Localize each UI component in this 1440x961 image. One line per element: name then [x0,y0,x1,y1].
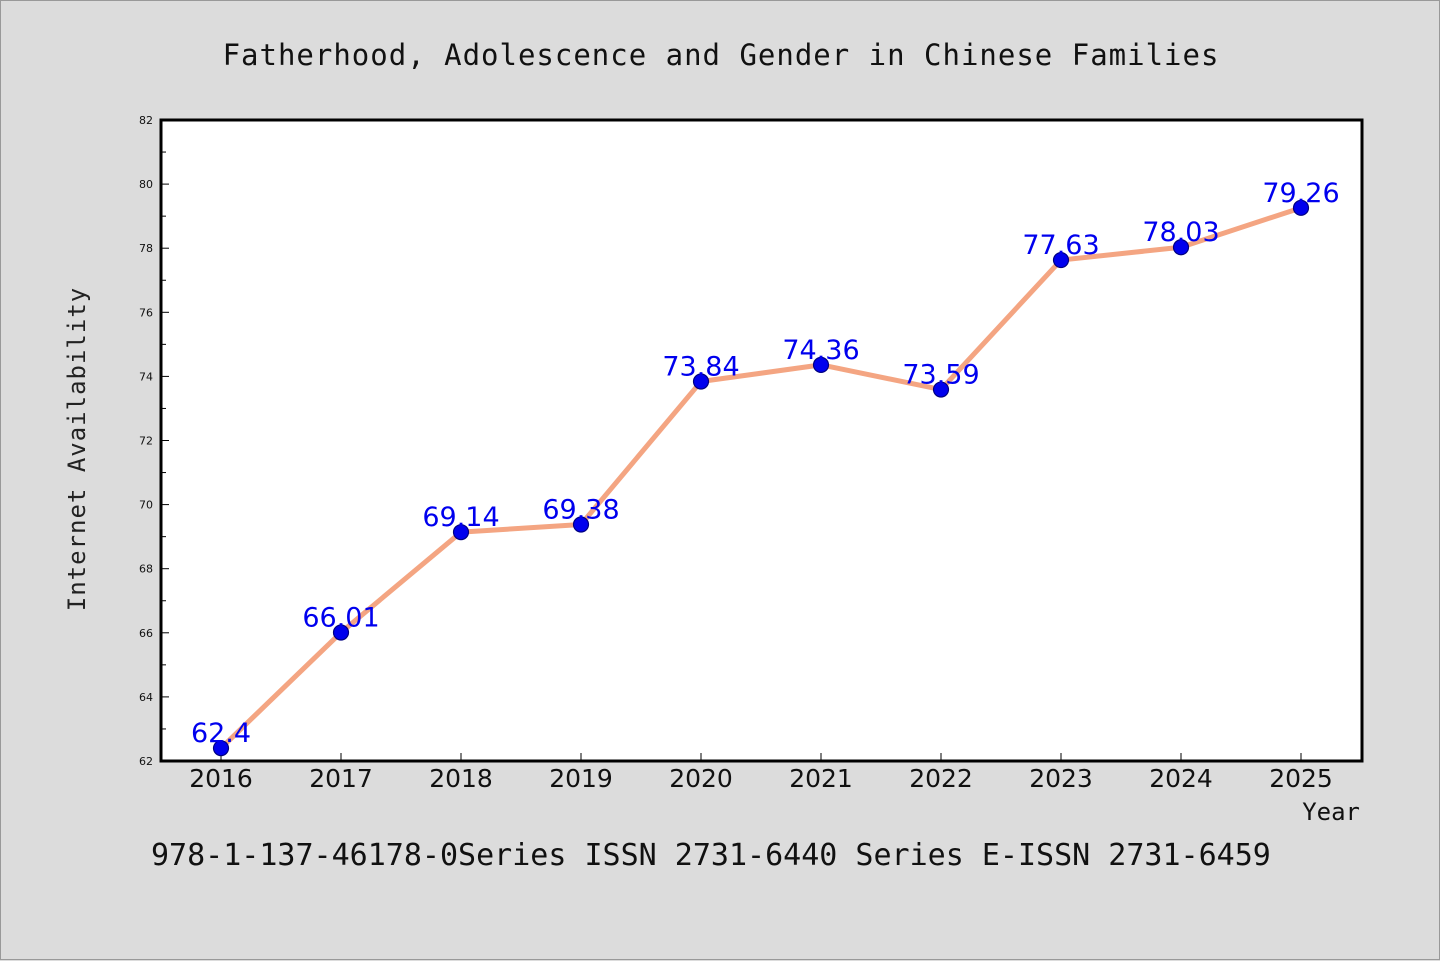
data-point-label: 73.59 [902,360,979,391]
data-point-marker [1172,239,1190,256]
data-point-label: 79.26 [1262,178,1339,209]
x-tick-label: 2021 [789,764,853,793]
y-tick-label: 68 [139,563,153,576]
data-point-label: 73.84 [662,352,739,383]
data-point-label: 62.4 [191,718,251,749]
data-labels: 62.4 66.01 69.14 69.38 73.84 74.36 73.59 77.63 7… [191,178,1340,749]
data-point-label: 69.14 [422,502,499,533]
x-axis-ticks: 2016 2017 2018 2019 2020 2021 2022 2023 2024 2025 [189,753,1333,793]
y-tick-label: 78 [139,242,153,255]
series-layer [212,199,1310,757]
x-tick-label: 2024 [1149,764,1213,793]
data-point-marker [212,740,230,757]
y-tick-label: 62 [139,755,153,768]
x-axis-label: Year [1302,798,1360,826]
series-line [219,205,1302,750]
y-axis-ticks: 62 64 66 68 70 72 74 76 78 80 82 [139,114,169,768]
x-tick-label: 2022 [909,764,973,793]
data-point-marker [332,624,350,641]
data-point-label: 78.03 [1142,217,1219,248]
data-point-marker [452,524,470,541]
y-tick-label: 74 [139,370,153,383]
data-point-marker [1292,199,1310,216]
isbn-issn-footer: 978-1-137-46178-0Series ISSN 2731-6440 S… [151,838,1271,873]
x-tick-label: 2019 [549,764,613,793]
y-tick-label: 82 [139,114,153,127]
y-tick-label: 80 [139,178,153,191]
data-point-marker [932,381,950,398]
data-point-marker [812,356,830,373]
data-point-label: 66.01 [302,602,379,633]
x-tick-label: 2016 [189,764,253,793]
x-tick-label: 2020 [669,764,733,793]
data-point-label: 77.63 [1022,230,1099,261]
x-tick-label: 2023 [1029,764,1093,793]
data-point-marker [1052,251,1070,269]
data-point-marker [572,516,590,533]
data-point-label: 69.38 [542,494,619,525]
y-tick-label: 64 [139,691,153,704]
y-tick-label: 66 [139,627,153,640]
y-tick-label: 72 [139,435,153,448]
plot-area [159,118,1364,763]
y-axis-label: Internet Availability [63,287,91,611]
x-tick-label: 2025 [1269,764,1333,793]
chart-title: Fatherhood, Adolescence and Gender in Ch… [223,38,1220,72]
x-tick-label: 2018 [429,764,493,793]
data-point-label: 74.36 [782,335,859,366]
x-tick-label: 2017 [309,764,373,793]
y-tick-label: 76 [139,306,153,319]
data-point-marker [692,373,710,390]
y-tick-label: 70 [139,499,153,512]
